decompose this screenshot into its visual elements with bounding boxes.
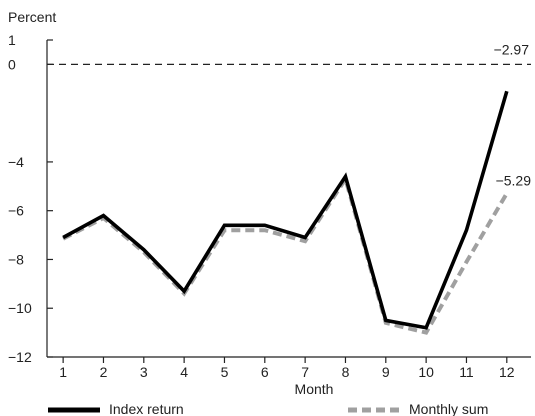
x-tick-label: 1 (59, 364, 67, 380)
y-tick-label: −8 (8, 251, 24, 267)
x-tick-label: 8 (342, 364, 350, 380)
x-tick-label: 11 (459, 364, 474, 380)
y-tick-label: 1 (8, 32, 16, 48)
y-axis-title: Percent (8, 9, 56, 25)
legend-label-monthly-sum: Monthly sum (409, 401, 488, 416)
annotation-index-return-value: −2.97 (494, 41, 530, 57)
axis-labels: 10−4−6−8−10−121 2 3 4 5 6 7 8 9 10 11 12PercentMont… (8, 9, 531, 397)
x-tick-label: 10 (418, 364, 434, 380)
x-tick-label: 12 (499, 364, 515, 380)
y-tick-label: −10 (8, 300, 32, 316)
x-axis-title: Month (295, 381, 334, 397)
x-tick-label: 4 (180, 364, 188, 380)
x-tick-label: 3 (140, 364, 148, 380)
axes (46, 39, 531, 363)
y-tick-label: 0 (8, 56, 16, 72)
y-tick-label: −4 (8, 154, 24, 170)
series-line-monthly-sum (62, 174, 509, 335)
series-lines (62, 90, 509, 335)
x-tick-label: 2 (100, 364, 108, 380)
x-tick-label: 7 (301, 364, 309, 380)
x-tick-label: 6 (261, 364, 269, 380)
y-tick-label: −6 (8, 203, 24, 219)
legend-label-index-return: Index return (109, 401, 184, 416)
annotation-monthly-sum-value: −5.29 (496, 172, 532, 188)
y-tick-label: −12 (8, 349, 32, 365)
x-tick-label: 9 (382, 364, 390, 380)
series-line-index-return (62, 90, 509, 330)
legend: Index return Monthly sum (48, 401, 488, 416)
x-tick-label: 5 (221, 364, 229, 380)
